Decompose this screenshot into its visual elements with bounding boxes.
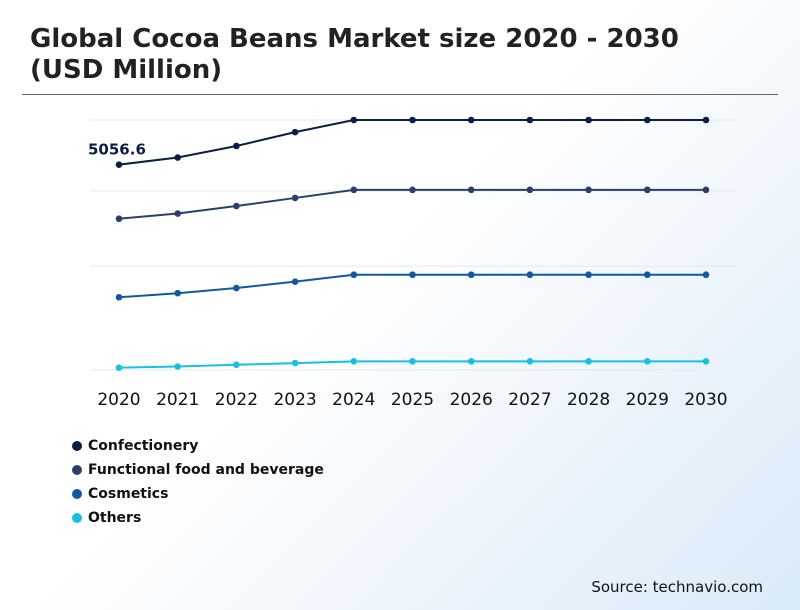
data-point	[467, 186, 475, 194]
data-point	[526, 358, 534, 365]
data-point	[467, 271, 475, 279]
data-point	[174, 289, 181, 297]
data-point	[115, 293, 123, 301]
x-tick-label: 2029	[626, 390, 669, 410]
legend-label: Cosmetics	[88, 486, 169, 502]
gridlines	[90, 119, 736, 371]
data-point	[644, 271, 651, 279]
legend-marker	[72, 465, 82, 475]
data-point	[233, 142, 240, 150]
legend: Confectionery Functional food and beverag…	[72, 434, 324, 530]
data-point	[233, 202, 240, 210]
data-point	[467, 116, 475, 124]
legend-item: Others	[72, 506, 324, 530]
x-tick-label: 2022	[215, 390, 258, 410]
data-point	[350, 116, 358, 124]
data-point	[644, 358, 651, 365]
data-point	[291, 359, 299, 367]
x-tick-label: 2026	[450, 390, 493, 410]
series-line-functional-food-and-beverage	[118, 188, 706, 220]
data-point	[350, 186, 358, 194]
data-point	[526, 186, 534, 194]
data-point	[409, 186, 416, 194]
x-tick-label: 2030	[684, 390, 727, 410]
data-point	[409, 116, 416, 124]
legend-item: Functional food and beverage	[72, 458, 324, 482]
legend-marker	[72, 513, 82, 523]
data-point	[526, 116, 534, 124]
series-group	[115, 116, 710, 371]
legend-label: Functional food and beverage	[88, 462, 324, 478]
data-label: 5056.6	[88, 141, 146, 159]
legend-item: Cosmetics	[72, 482, 324, 506]
legend-label: Confectionery	[88, 438, 199, 454]
data-point	[409, 358, 416, 365]
data-point	[174, 363, 181, 370]
data-point	[174, 210, 181, 217]
x-tick-label: 2023	[273, 390, 316, 410]
x-tick-label: 2024	[332, 390, 375, 410]
data-point	[526, 271, 534, 279]
data-point	[350, 271, 358, 279]
data-point	[585, 271, 592, 279]
data-point	[233, 284, 240, 292]
data-point	[291, 194, 299, 202]
data-point	[702, 116, 710, 124]
data-point	[115, 364, 123, 371]
legend-marker	[72, 441, 82, 451]
data-point	[702, 186, 710, 194]
data-point	[585, 116, 592, 124]
title-divider	[22, 94, 778, 95]
data-point	[115, 161, 123, 168]
data-point	[174, 154, 181, 161]
data-point	[702, 271, 710, 279]
series-line-cosmetics	[118, 273, 706, 299]
data-point	[291, 278, 299, 285]
x-axis-ticks: 2020 2021 2022 2023 2024 2025 2026 2027 2028 2029…	[97, 390, 727, 410]
legend-item: Confectionery	[72, 434, 324, 458]
data-point	[115, 215, 123, 223]
x-tick-label: 2021	[156, 390, 199, 410]
data-point	[585, 358, 592, 365]
data-point	[350, 358, 358, 365]
x-tick-label: 2027	[508, 390, 551, 410]
chart-title: Global Cocoa Beans Market size 2020 - 20…	[30, 24, 679, 85]
data-point	[702, 358, 710, 365]
data-point	[585, 186, 592, 194]
series-others	[115, 358, 710, 371]
data-point	[644, 186, 651, 194]
x-tick-label: 2025	[391, 390, 434, 410]
data-point	[644, 116, 651, 124]
data-labels: 5056.6	[88, 141, 146, 159]
legend-marker	[72, 489, 82, 499]
data-point	[409, 271, 416, 279]
series-line-confectionery	[118, 119, 706, 166]
data-point	[291, 128, 299, 136]
data-point	[233, 361, 240, 369]
series-confectionery	[115, 116, 710, 168]
source-credit: Source: technavio.com	[591, 578, 763, 596]
series-functional-food-and-beverage	[115, 186, 710, 223]
x-tick-label: 2020	[97, 390, 140, 410]
x-tick-label: 2028	[567, 390, 610, 410]
legend-label: Others	[88, 510, 142, 526]
series-cosmetics	[115, 271, 710, 301]
data-point	[467, 358, 475, 365]
